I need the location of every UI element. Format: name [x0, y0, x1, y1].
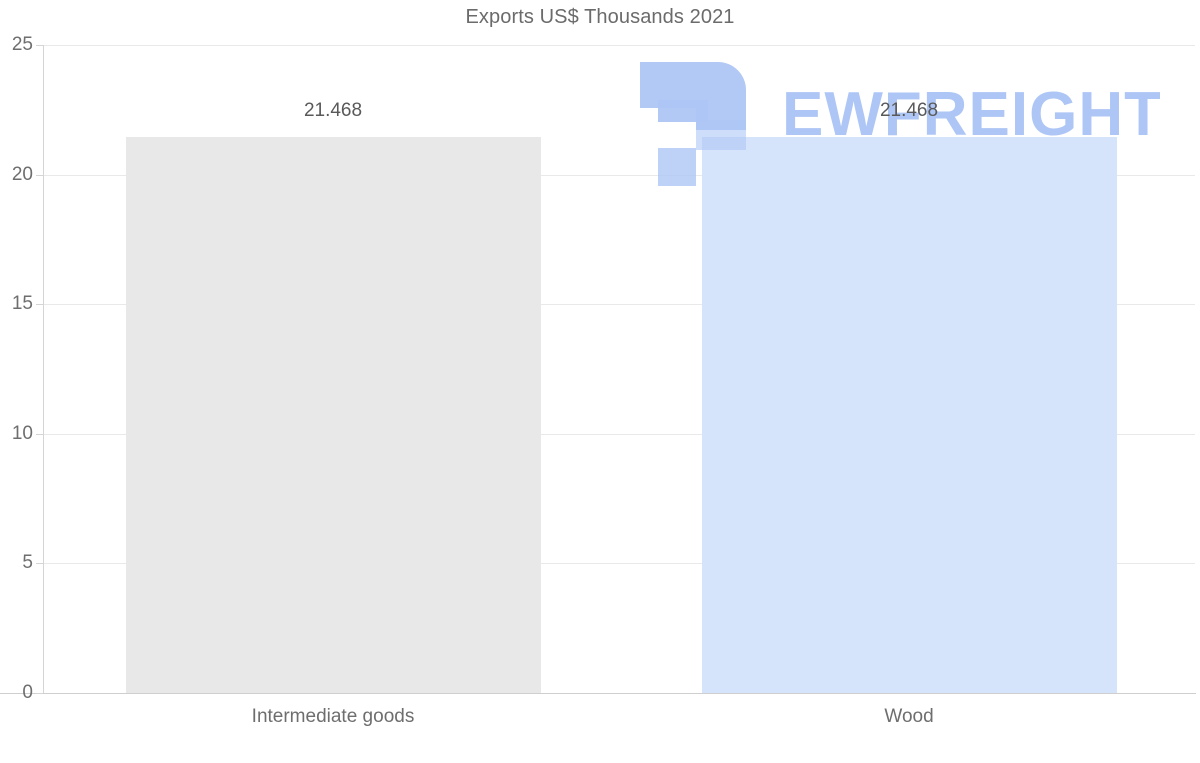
- gridline-15: [43, 304, 1195, 305]
- chart-title: Exports US$ Thousands 2021: [465, 6, 735, 28]
- y-tick-mark-0: [36, 693, 43, 694]
- x-axis-label-intermediate-goods: Intermediate goods: [251, 706, 415, 727]
- gridline-10: [43, 434, 1195, 435]
- y-tick-label-0: 0: [22, 682, 33, 703]
- y-tick-label-15: 15: [11, 293, 33, 314]
- gridline-25: [43, 45, 1195, 46]
- bar-wood[interactable]: [702, 136, 1117, 693]
- bar-value-label-intermediate-goods: 21.468: [303, 99, 363, 121]
- y-tick-mark-15: [36, 304, 43, 305]
- bar-value-label-wood: 21.468: [879, 99, 939, 121]
- y-tick-mark-5: [36, 563, 43, 564]
- y-tick-label-5: 5: [22, 552, 33, 573]
- gridline-5: [43, 563, 1195, 564]
- y-tick-mark-10: [36, 434, 43, 435]
- x-axis-label-wood: Wood: [884, 706, 934, 727]
- y-tick-mark-25: [36, 45, 43, 46]
- y-tick-label-25: 25: [11, 34, 33, 55]
- y-tick-label-10: 10: [11, 423, 33, 444]
- y-tick-mark-20: [36, 175, 43, 176]
- x-axis-line: [0, 693, 1196, 694]
- y-axis-line: [43, 45, 44, 694]
- y-tick-label-20: 20: [11, 164, 33, 185]
- bar-intermediate-goods[interactable]: [126, 136, 541, 693]
- gridline-20: [43, 175, 1195, 176]
